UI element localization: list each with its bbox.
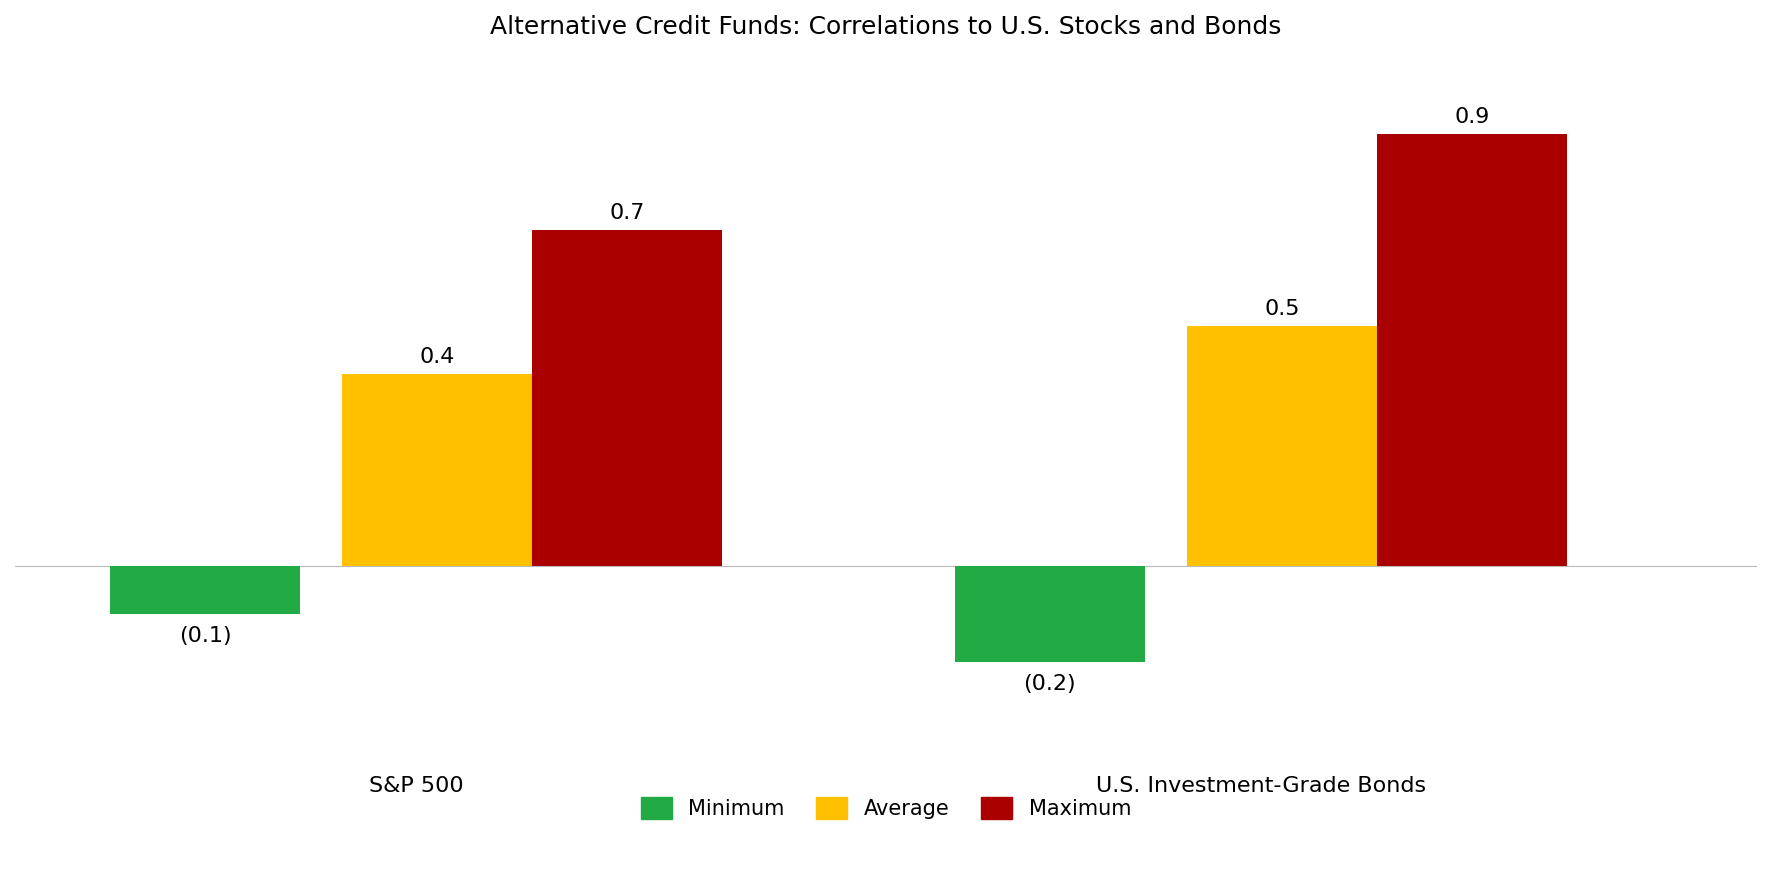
Text: 0.7: 0.7 — [610, 203, 645, 222]
Text: 0.5: 0.5 — [1263, 299, 1299, 319]
Legend: Minimum, Average, Maximum: Minimum, Average, Maximum — [633, 789, 1139, 828]
Text: (0.2): (0.2) — [1022, 674, 1076, 694]
Bar — [342, 374, 532, 566]
Text: (0.1): (0.1) — [179, 626, 232, 646]
Bar — [1377, 134, 1566, 566]
Bar — [955, 566, 1145, 662]
Text: 0.9: 0.9 — [1455, 106, 1490, 127]
Bar — [532, 229, 723, 566]
Bar — [1187, 326, 1377, 566]
Title: Alternative Credit Funds: Correlations to U.S. Stocks and Bonds: Alternative Credit Funds: Correlations t… — [491, 15, 1281, 39]
Bar — [110, 566, 299, 614]
Text: 0.4: 0.4 — [420, 346, 455, 367]
